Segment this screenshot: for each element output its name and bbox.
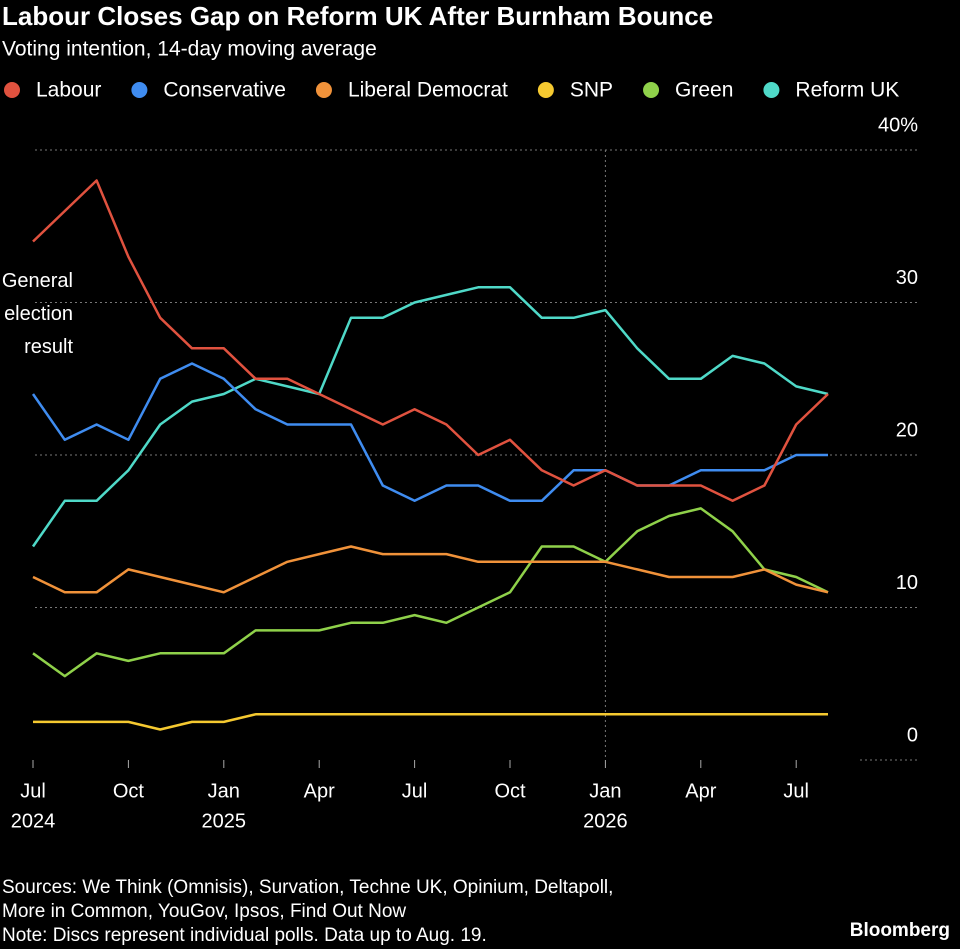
legend-swatch xyxy=(131,82,148,98)
x-year-label: 2024 xyxy=(11,810,56,832)
x-tick-label: Jan xyxy=(208,780,240,802)
annotation: result xyxy=(24,336,73,358)
series-line xyxy=(33,713,828,731)
x-tick-label: Oct xyxy=(494,780,526,802)
x-tick-label: Jul xyxy=(20,780,46,802)
legend-label: Reform UK xyxy=(795,79,899,102)
legend-swatch xyxy=(315,82,332,98)
legend-label: Conservative xyxy=(163,79,286,102)
chart-subtitle: Voting intention, 14-day moving average xyxy=(2,38,377,61)
legend-swatch xyxy=(537,82,554,98)
series-line xyxy=(31,286,829,548)
legend-swatch xyxy=(4,82,20,98)
y-tick-label: 30 xyxy=(896,267,918,289)
legend-label: Labour xyxy=(36,79,101,102)
legend-label: Green xyxy=(675,79,733,102)
legend-label: SNP xyxy=(570,79,613,102)
series-line xyxy=(31,362,828,503)
brand: Bloomberg xyxy=(850,920,950,941)
chart-title: Labour Closes Gap on Reform UK After Bur… xyxy=(2,1,713,31)
legend-swatch xyxy=(643,82,660,98)
x-year-label: 2026 xyxy=(583,810,628,832)
legend-label: Liberal Democrat xyxy=(348,79,508,102)
note: Note: Discs represent individual polls. … xyxy=(2,925,487,946)
y-tick-label: 10 xyxy=(896,572,918,594)
x-tick-label: Apr xyxy=(304,780,335,802)
series-line xyxy=(32,507,829,678)
x-tick-label: Oct xyxy=(113,780,145,802)
annotation: General xyxy=(2,270,73,292)
annotation: election xyxy=(4,303,73,325)
y-tick-label: 0 xyxy=(907,724,918,746)
series-line xyxy=(32,545,829,594)
x-year-label: 2025 xyxy=(202,810,247,832)
y-tick-label: 20 xyxy=(896,419,918,441)
x-tick-label: Jul xyxy=(402,780,428,802)
x-tick-label: Jan xyxy=(589,780,621,802)
source: More in Common, YouGov, Ipsos, Find Out … xyxy=(2,901,406,922)
legend-swatch xyxy=(763,82,780,98)
y-tick-label: 40% xyxy=(878,114,918,136)
x-tick-label: Jul xyxy=(783,780,809,802)
source: Sources: We Think (Omnisis), Survation, … xyxy=(2,877,613,898)
series-line xyxy=(32,179,829,503)
x-tick-label: Apr xyxy=(685,780,716,802)
